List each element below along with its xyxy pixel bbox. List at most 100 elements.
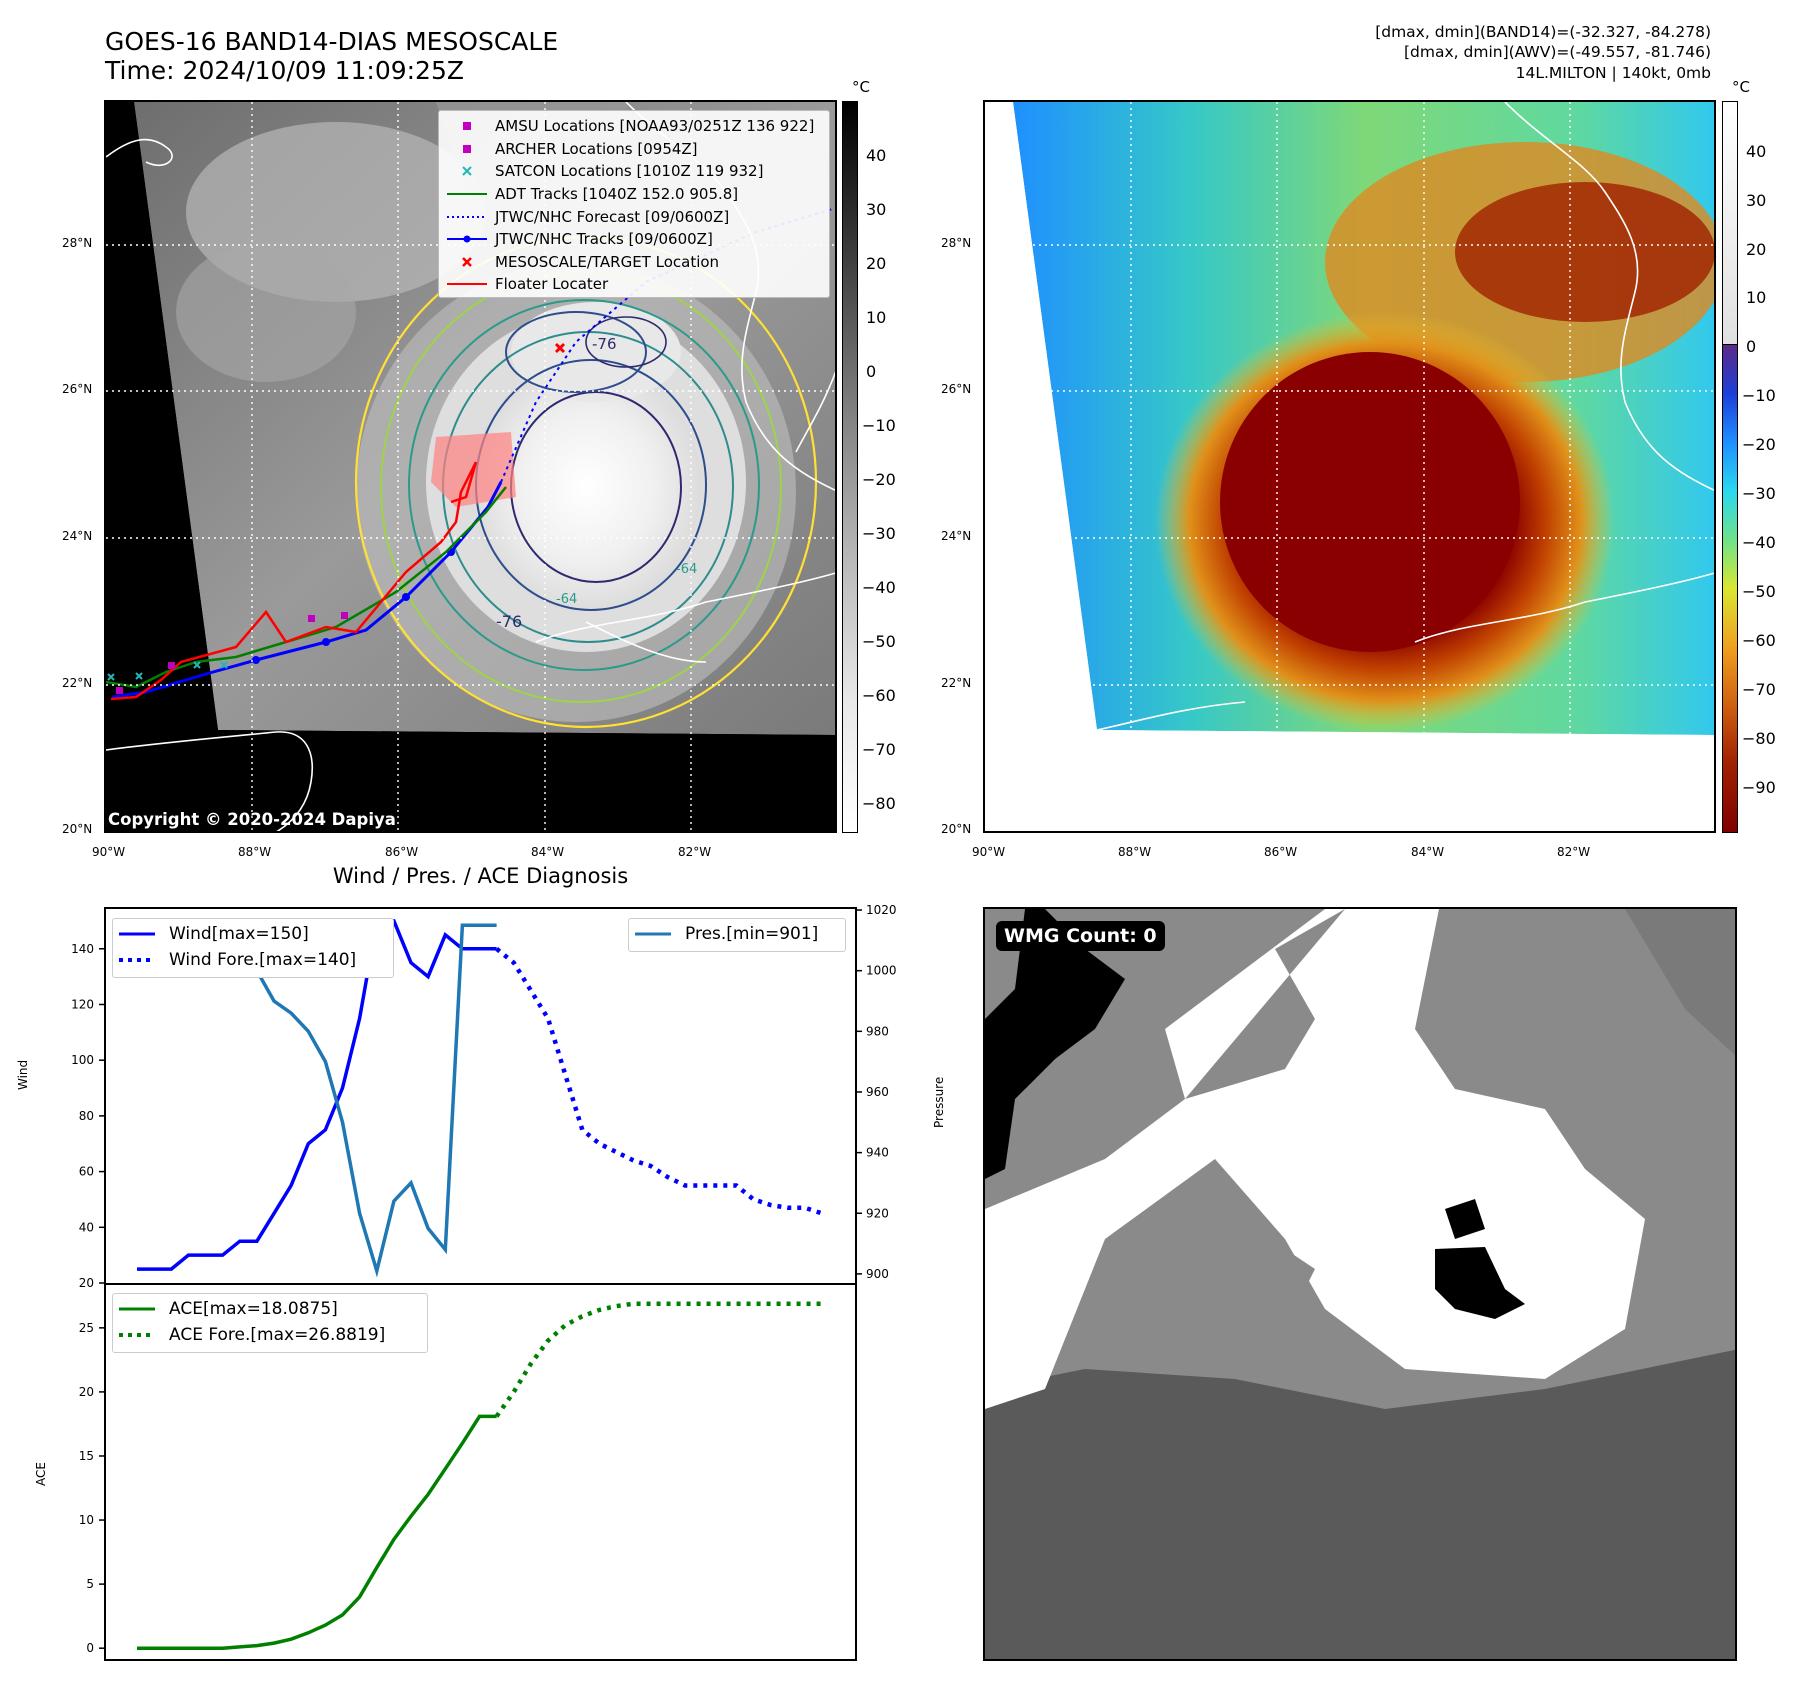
colorbar-tick: −50 bbox=[1742, 582, 1776, 601]
lon-label: 88°W bbox=[1118, 845, 1152, 859]
y2-tick-label: 1000 bbox=[866, 964, 897, 978]
colorbar-tick: −70 bbox=[1742, 680, 1776, 699]
colorbar-tick: −60 bbox=[1742, 631, 1776, 650]
ace-tick-label: 10 bbox=[79, 1513, 94, 1527]
y2-tick-label: 1020 bbox=[866, 903, 897, 917]
colorbar-tick: 20 bbox=[866, 254, 887, 273]
colorbar-tick: −90 bbox=[1742, 778, 1776, 797]
colorbar-tick: −20 bbox=[862, 470, 896, 489]
pressure-axis-label: Pressure bbox=[932, 1076, 946, 1128]
legend-item: MESOSCALE/TARGET Location bbox=[445, 251, 823, 274]
legend-square-icon bbox=[463, 144, 471, 153]
pressure-legend: Pres.[min=901] bbox=[628, 918, 846, 952]
lat-label: 26°N bbox=[62, 382, 93, 396]
colorbar-tick: −80 bbox=[1742, 729, 1776, 748]
colorbar-tick: 0 bbox=[1746, 337, 1757, 356]
legend-item: JTWC/NHC Tracks [09/0600Z] bbox=[445, 228, 823, 251]
ace-tick-label: 15 bbox=[79, 1449, 94, 1463]
colorbar-tick: 40 bbox=[866, 146, 887, 165]
ace-tick-label: 5 bbox=[86, 1577, 94, 1591]
ace-tick-label: 0 bbox=[86, 1641, 94, 1655]
ace-tick-label: 20 bbox=[79, 1385, 94, 1399]
legend-square-icon bbox=[463, 122, 471, 131]
lat-label: 24°N bbox=[62, 529, 93, 543]
legend-item: JTWC/NHC Forecast [09/0600Z] bbox=[447, 207, 730, 226]
y-tick-label: 120 bbox=[71, 997, 94, 1011]
lat-label: 22°N bbox=[941, 676, 972, 690]
colorbar-tick: 10 bbox=[1746, 288, 1767, 307]
ir-colorbar-unit: °C bbox=[852, 78, 870, 96]
legend-item: ACE Fore.[max=26.8819] bbox=[119, 1325, 386, 1345]
colorbar-tick: 10 bbox=[866, 308, 887, 327]
lon-label: 86°W bbox=[1264, 845, 1298, 859]
colorbar-tick: 0 bbox=[866, 362, 877, 381]
colorbar-tick: −50 bbox=[862, 632, 896, 651]
legend-x-icon bbox=[462, 166, 472, 177]
awv-colorbar-unit: °C bbox=[1732, 78, 1750, 96]
contour-label: -64 bbox=[676, 562, 698, 577]
y-tick-label: 20 bbox=[79, 1276, 94, 1290]
lat-label: 22°N bbox=[62, 676, 93, 690]
legend-item: ADT Tracks [1040Z 152.0 905.8] bbox=[447, 185, 739, 204]
y2-tick-label: 920 bbox=[866, 1206, 889, 1220]
colorbar-tick: −60 bbox=[862, 686, 896, 705]
lon-label: 86°W bbox=[385, 845, 419, 859]
wmg-count-badge: WMG Count: 0 bbox=[996, 921, 1165, 951]
y-tick-label: 100 bbox=[71, 1053, 94, 1067]
colorbar-tick: −10 bbox=[1742, 386, 1776, 405]
colorbar-tick: −20 bbox=[1742, 435, 1776, 454]
contour-label: -76 bbox=[496, 612, 523, 631]
ir-map-legend: AMSU Locations [NOAA93/0251Z 136 922] AR… bbox=[438, 110, 830, 298]
wind-legend: Wind[max=150] Wind Fore.[max=140] bbox=[112, 918, 394, 978]
contour-label: -64 bbox=[556, 592, 578, 607]
ace-axis-label: ACE bbox=[34, 1462, 48, 1486]
lon-label: 90°W bbox=[972, 845, 1006, 859]
colorbar-tick: −80 bbox=[862, 794, 896, 813]
y-tick-label: 40 bbox=[79, 1220, 94, 1234]
y-tick-label: 60 bbox=[79, 1165, 94, 1179]
legend-item: ARCHER Locations [0954Z] bbox=[445, 138, 823, 161]
y2-tick-label: 940 bbox=[866, 1146, 889, 1160]
awv-map-panel bbox=[983, 100, 1716, 833]
ir-colorbar bbox=[842, 101, 858, 833]
legend-line-dot-icon bbox=[447, 235, 487, 243]
awv-colorbar-lower bbox=[1722, 344, 1738, 833]
lat-label: 26°N bbox=[941, 382, 972, 396]
colorbar-tick: 30 bbox=[1746, 191, 1767, 210]
legend-item: SATCON Locations [1010Z 119 932] bbox=[445, 160, 823, 183]
lon-label: 82°W bbox=[678, 845, 712, 859]
awv-map-image bbox=[985, 102, 1714, 831]
lon-label: 88°W bbox=[238, 845, 272, 859]
lat-label: 20°N bbox=[62, 822, 93, 836]
copyright-text: Copyright © 2020-2024 Dapiya bbox=[108, 810, 396, 829]
lat-label: 24°N bbox=[941, 529, 972, 543]
info-line3: 14L.MILTON | 140kt, 0mb bbox=[1515, 64, 1711, 82]
colorbar-tick: −40 bbox=[1742, 533, 1776, 552]
lon-label: 84°W bbox=[1411, 845, 1445, 859]
legend-item: AMSU Locations [NOAA93/0251Z 136 922] bbox=[445, 115, 823, 138]
colorbar-tick: −30 bbox=[862, 524, 896, 543]
y2-tick-label: 900 bbox=[866, 1267, 889, 1281]
colorbar-tick: −70 bbox=[862, 740, 896, 759]
wind-axis-label: Wind bbox=[16, 1059, 30, 1090]
awv-colorbar-upper bbox=[1722, 101, 1738, 345]
y-tick-label: 140 bbox=[71, 942, 94, 956]
diag-title: Wind / Pres. / ACE Diagnosis bbox=[332, 864, 629, 888]
colorbar-tick: 30 bbox=[866, 200, 887, 219]
lon-label: 90°W bbox=[92, 845, 126, 859]
lat-label: 20°N bbox=[941, 822, 972, 836]
legend-item: Floater Locater bbox=[447, 275, 609, 294]
info-line1: [dmax, dmin](BAND14)=(-32.327, -84.278) bbox=[1375, 23, 1711, 41]
colorbar-tick: 20 bbox=[1746, 240, 1767, 259]
contour-label: -76 bbox=[592, 335, 617, 353]
ace-legend: ACE[max=18.0875] ACE Fore.[max=26.8819] bbox=[112, 1293, 428, 1353]
legend-item: ACE[max=18.0875] bbox=[119, 1299, 338, 1319]
colorbar-tick: −10 bbox=[862, 416, 896, 435]
colorbar-tick: 40 bbox=[1746, 142, 1767, 161]
legend-item: Wind[max=150] bbox=[119, 924, 309, 944]
colorbar-tick: −40 bbox=[862, 578, 896, 597]
legend-item: Wind Fore.[max=140] bbox=[119, 950, 357, 970]
lat-label: 28°N bbox=[941, 236, 972, 250]
y2-tick-label: 980 bbox=[866, 1024, 889, 1038]
lon-label: 84°W bbox=[531, 845, 565, 859]
